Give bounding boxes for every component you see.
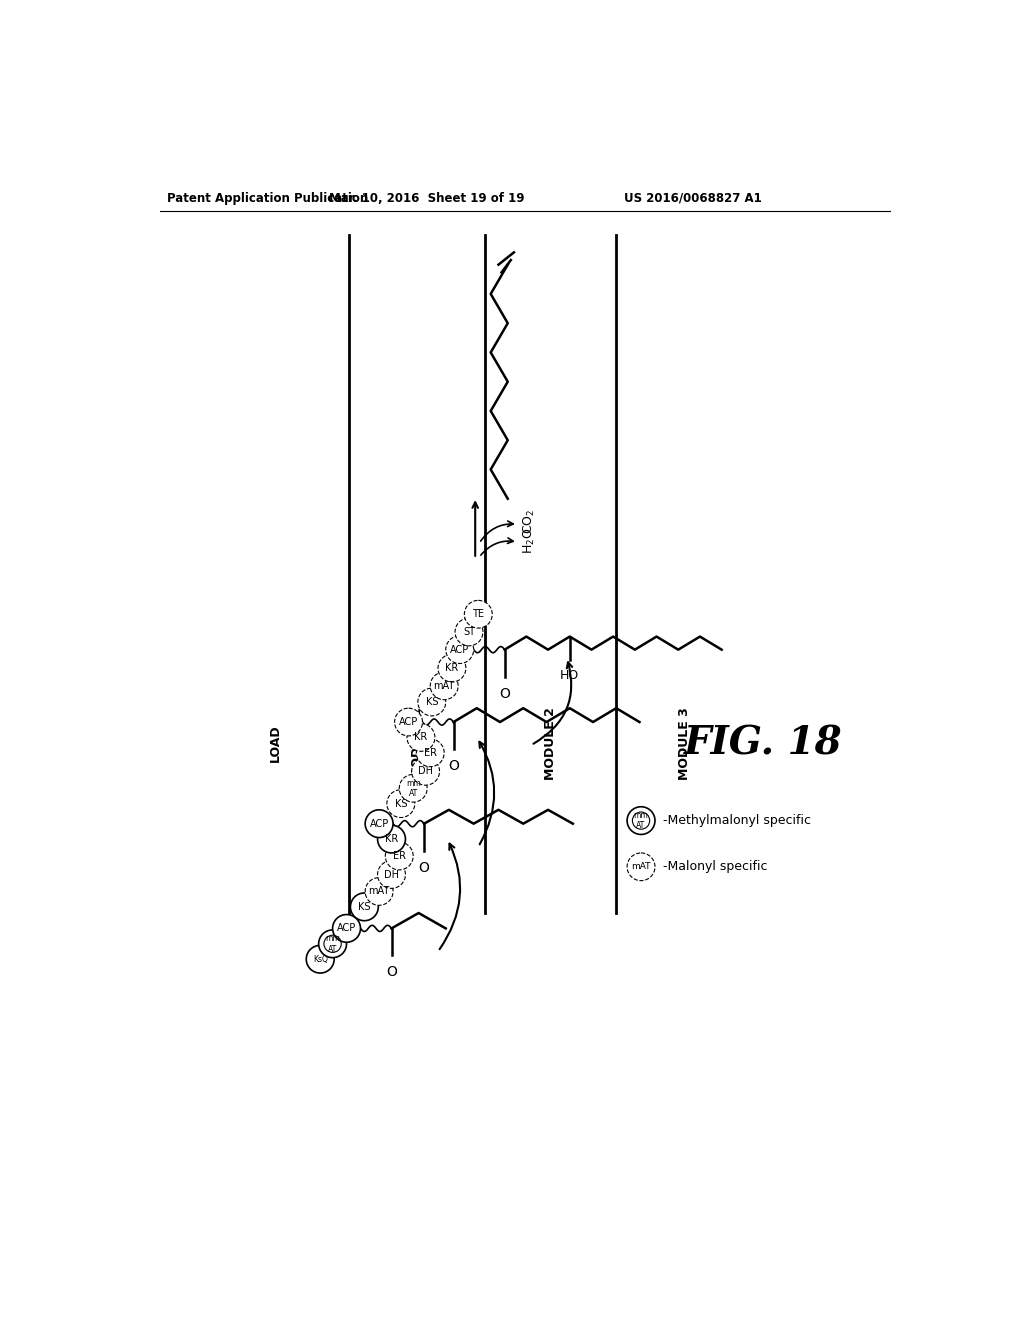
Circle shape (455, 618, 483, 645)
Text: DH: DH (418, 767, 433, 776)
Circle shape (366, 810, 393, 838)
Circle shape (407, 723, 435, 751)
Text: O: O (386, 965, 397, 979)
Circle shape (366, 878, 393, 906)
Text: KR: KR (445, 663, 459, 673)
Text: mm
AT: mm AT (634, 810, 648, 830)
Circle shape (333, 915, 360, 942)
Text: mAT: mAT (433, 681, 455, 690)
Text: ST: ST (463, 627, 475, 638)
Circle shape (445, 636, 474, 664)
Text: HO: HO (560, 669, 580, 682)
Text: mm
AT: mm AT (326, 935, 340, 953)
Text: Patent Application Publication: Patent Application Publication (167, 191, 368, 205)
Circle shape (387, 789, 415, 817)
Text: KS: KS (394, 799, 408, 809)
Circle shape (464, 601, 493, 628)
Circle shape (306, 945, 334, 973)
Text: ER: ER (424, 748, 437, 758)
Text: KS: KS (358, 902, 371, 912)
Text: Mar. 10, 2016  Sheet 19 of 19: Mar. 10, 2016 Sheet 19 of 19 (329, 191, 524, 205)
Circle shape (378, 861, 406, 888)
Text: US 2016/0068827 A1: US 2016/0068827 A1 (624, 191, 762, 205)
Text: ACP: ACP (370, 818, 389, 829)
Text: -Malonyl specific: -Malonyl specific (663, 861, 767, 874)
Text: DH: DH (384, 870, 399, 879)
Text: MODULE 3: MODULE 3 (678, 708, 691, 780)
Text: -Methylmalonyl specific: -Methylmalonyl specific (663, 814, 811, 828)
Text: mm
AT: mm AT (406, 779, 421, 799)
Circle shape (318, 929, 346, 958)
Text: ACP: ACP (399, 717, 418, 727)
Circle shape (412, 758, 439, 785)
Circle shape (378, 825, 406, 853)
Circle shape (350, 892, 378, 921)
Text: O: O (419, 861, 429, 875)
Text: ACP: ACP (451, 644, 469, 655)
Text: ER: ER (393, 851, 406, 861)
Text: KsQ: KsQ (312, 954, 328, 964)
Text: CO$_2$: CO$_2$ (521, 510, 537, 535)
Text: O: O (449, 759, 459, 774)
Text: MODULE 1: MODULE 1 (411, 708, 424, 780)
Text: TE: TE (472, 610, 484, 619)
Text: O: O (500, 686, 510, 701)
Text: H$_2$O: H$_2$O (521, 527, 537, 553)
Text: KR: KR (415, 733, 428, 742)
Text: KS: KS (426, 697, 438, 708)
Circle shape (627, 853, 655, 880)
Text: ACP: ACP (337, 924, 356, 933)
Text: FIG. 18: FIG. 18 (684, 725, 843, 763)
Text: mAT: mAT (632, 862, 651, 871)
Text: MODULE 2: MODULE 2 (544, 708, 557, 780)
Circle shape (385, 842, 414, 870)
Circle shape (394, 708, 423, 737)
Circle shape (438, 655, 466, 682)
Circle shape (417, 739, 444, 767)
Circle shape (399, 775, 427, 803)
Circle shape (627, 807, 655, 834)
Text: KR: KR (385, 834, 398, 843)
Circle shape (418, 688, 445, 715)
Text: LOAD: LOAD (268, 725, 282, 763)
Circle shape (430, 672, 458, 700)
Text: mAT: mAT (369, 887, 390, 896)
